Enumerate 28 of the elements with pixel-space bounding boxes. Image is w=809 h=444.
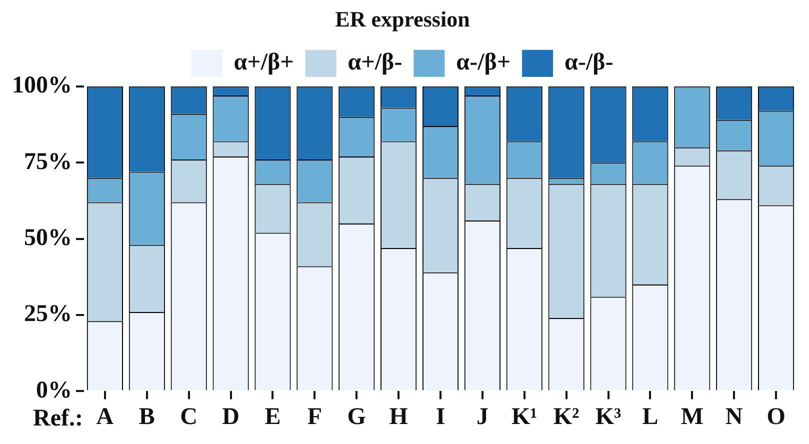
y-tick-label: 75% [24, 148, 72, 175]
x-tick-label: A [96, 404, 114, 430]
y-tick-label: 25% [24, 301, 72, 328]
x-tick-label: D [222, 404, 240, 430]
legend-label: α-/β+ [456, 50, 511, 76]
x-tick-label: J [476, 404, 488, 430]
legend-label: α+/β- [348, 50, 402, 76]
legend-title: ER expression [335, 6, 470, 32]
x-tick-label: C [180, 404, 198, 430]
x-tick-label: K² [553, 404, 580, 430]
y-tick-label: 50% [24, 225, 72, 252]
x-tick-label: F [307, 404, 322, 430]
x-tick-label: L [642, 404, 658, 430]
x-tick-label: H [389, 404, 408, 430]
x-tick-label: N [725, 404, 744, 430]
x-tick-label: E [264, 404, 281, 430]
x-tick-label: M [680, 404, 704, 430]
legend-label: α-/β- [564, 50, 614, 76]
x-tick-label: K³ [595, 404, 622, 430]
legend-label: α+/β+ [234, 50, 294, 76]
x-tick-label: B [138, 404, 155, 430]
x-tick-label: K¹ [511, 404, 538, 430]
y-tick-label: 0% [36, 377, 72, 404]
x-axis-title: Ref.: [33, 405, 83, 432]
x-tick-label: O [766, 404, 786, 430]
x-tick-label: I [436, 404, 446, 430]
y-tick-label: 100% [12, 72, 72, 99]
x-tick-label: G [347, 404, 366, 430]
